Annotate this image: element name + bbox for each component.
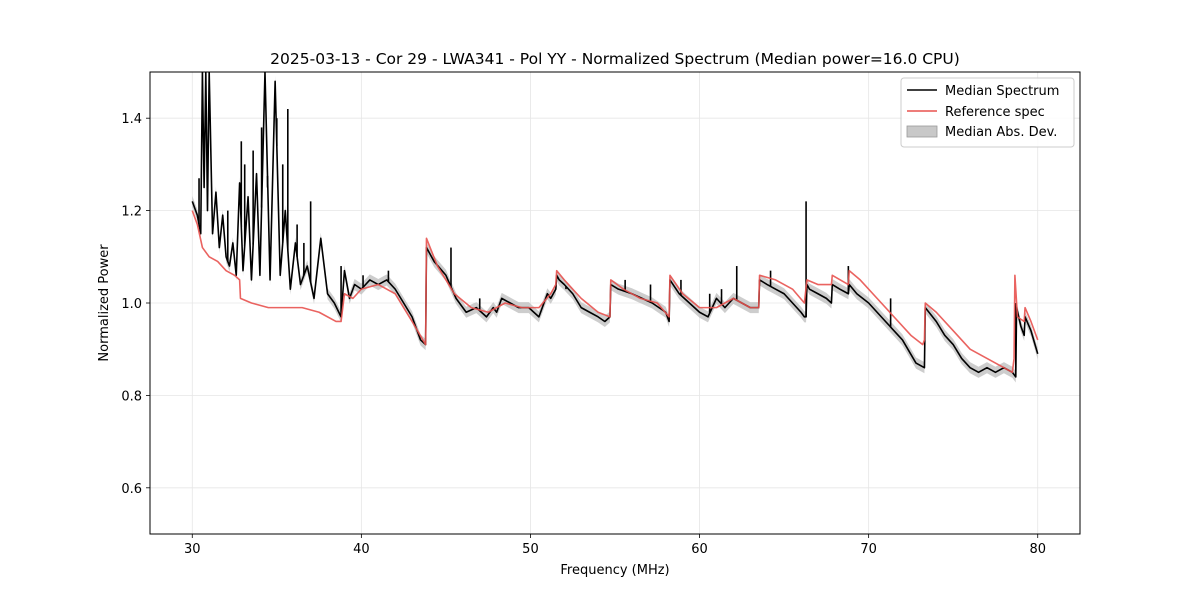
- legend: Median Spectrum Reference spec Median Ab…: [900, 77, 1075, 148]
- x-tick-label: 80: [1029, 542, 1046, 557]
- plot-area: [191, 72, 1039, 383]
- chart-title: 2025-03-13 - Cor 29 - LWA341 - Pol YY - …: [270, 50, 960, 68]
- x-tick-label: 50: [522, 542, 539, 557]
- legend-swatch-mad: [906, 125, 938, 138]
- y-axis-label: Normalized Power: [97, 244, 112, 362]
- median-spectrum-line: [191, 72, 1039, 378]
- x-axis-label: Frequency (MHz): [560, 563, 669, 578]
- x-tick-label: 70: [860, 542, 877, 557]
- y-tick-label: 1.2: [121, 205, 142, 220]
- reference-spectrum-line: [191, 210, 1039, 374]
- y-tick-label: 1.0: [121, 297, 142, 312]
- x-tick-label: 60: [691, 542, 708, 557]
- axis-ticks: 30 40 50 60 70 80 0.6 0.8 1.0 1.2 1.4: [121, 112, 1046, 557]
- y-tick-label: 1.4: [121, 112, 142, 127]
- legend-box: [900, 77, 1075, 148]
- y-tick-label: 0.6: [121, 482, 142, 497]
- legend-label-reference: Reference spec: [945, 105, 1045, 120]
- mad-band: [192, 72, 1038, 383]
- legend-label-median: Median Spectrum: [945, 84, 1059, 99]
- legend-label-mad: Median Abs. Dev.: [945, 125, 1057, 140]
- y-tick-label: 0.8: [121, 389, 142, 404]
- x-tick-label: 30: [184, 542, 201, 557]
- x-tick-label: 40: [353, 542, 370, 557]
